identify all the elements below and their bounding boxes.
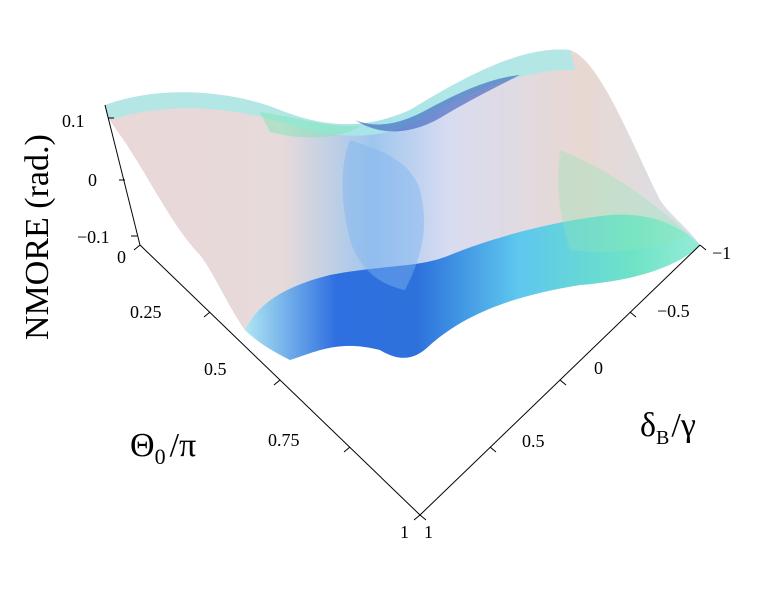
delta-tick-mark: [489, 446, 497, 453]
delta-tick-mark: [629, 311, 637, 318]
theta-axis-title-tail: /π: [170, 427, 197, 464]
surface-front-edge: [245, 214, 700, 360]
delta-tick-label: 0: [594, 358, 603, 378]
theta-tick-mark: [133, 244, 141, 251]
surface-back-edge: [105, 49, 575, 136]
theta-axis-title-sub: 0: [155, 444, 166, 469]
theta-tick-label: 0: [117, 247, 126, 267]
theta-tick-mark: [203, 311, 211, 318]
z-axis-line: [104, 104, 141, 246]
theta-tick-label: 1: [400, 522, 409, 542]
delta-axis-title-sub: B: [656, 427, 669, 449]
theta-axis-title: Θ0/π: [130, 427, 196, 469]
z-tick-label: 0.1: [62, 111, 85, 131]
delta-axis-title-main: δ: [640, 407, 656, 444]
theta-tick-mark: [273, 379, 281, 386]
delta-axis-title-tail: /γ: [671, 407, 695, 444]
surface-back-valley: [355, 75, 520, 132]
theta-tick-mark: [413, 514, 421, 521]
theta-tick-label: 0.5: [204, 359, 227, 379]
surface-mid-ridge: [342, 140, 425, 290]
delta-tick-mark: [559, 379, 567, 386]
delta-axis-title: δB/γ: [640, 407, 696, 449]
theta-tick-mark: [343, 446, 351, 453]
delta-tick-mark: [699, 244, 707, 251]
theta-tick-label: 0.25: [130, 302, 162, 322]
theta-axis-title-main: Θ: [130, 427, 155, 464]
surface: [105, 49, 700, 360]
delta-tick-mark: [419, 514, 427, 521]
theta-tick-label: 0.75: [268, 430, 300, 450]
surface-right-tint: [558, 150, 690, 252]
surface-left-tint: [260, 112, 360, 138]
z-axis-title: NMORE (rad.): [19, 134, 56, 340]
z-tick-labels: 0.1 0 −0.1: [62, 111, 110, 247]
delta-tick-label: 0.5: [522, 431, 545, 451]
delta-tick-label: −0.5: [657, 301, 690, 321]
delta-tick-label: −1: [712, 243, 731, 263]
z-tick-label: −0.1: [77, 227, 110, 247]
delta-tick-label: 1: [424, 522, 433, 542]
theta-tick-labels: 0 0.25 0.5 0.75 1: [117, 247, 409, 542]
axes: [104, 104, 707, 521]
delta-tick-labels: 1 0.5 0 −0.5 −1: [424, 243, 731, 542]
z-tick-label: 0: [88, 170, 97, 190]
